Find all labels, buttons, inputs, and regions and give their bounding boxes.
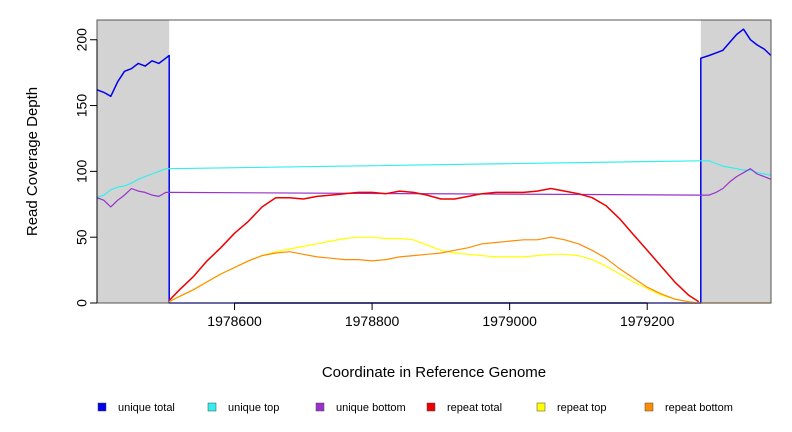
y-axis: 0 50 100 150 200 xyxy=(74,28,98,307)
legend-label-unique-bottom: unique bottom xyxy=(336,402,406,414)
x-tick-label: 1978800 xyxy=(345,313,400,329)
legend-swatch-unique-total xyxy=(97,402,107,412)
y-axis-title: Read Coverage Depth xyxy=(24,87,41,236)
legend-label-unique-total: unique total xyxy=(118,402,175,414)
x-tick-label: 1979000 xyxy=(482,313,537,329)
series-line-unique-total xyxy=(96,28,772,304)
y-tick-label: 200 xyxy=(74,28,90,52)
legend-swatch-repeat-top xyxy=(536,402,546,412)
shaded-region-2 xyxy=(700,20,771,303)
series-line-repeat-bottom xyxy=(168,236,771,304)
series-line-unique-top xyxy=(96,160,772,199)
legend-swatch-repeat-bottom xyxy=(644,402,654,412)
legend-swatch-repeat-total xyxy=(426,402,436,412)
series-line-repeat-top xyxy=(168,236,699,304)
series-lines xyxy=(96,28,772,304)
y-tick-label: 150 xyxy=(74,94,90,118)
legend-label-repeat-total: repeat total xyxy=(447,402,502,414)
series-line-unique-bottom xyxy=(96,168,772,208)
y-tick-label: 100 xyxy=(74,159,90,183)
series-line-repeat-total xyxy=(168,187,700,303)
y-tick-label: 50 xyxy=(74,229,90,245)
legend: unique total unique top unique bottom repea… xyxy=(97,402,733,414)
legend-label-repeat-top: repeat top xyxy=(557,402,607,414)
x-tick-label: 1979200 xyxy=(620,313,675,329)
legend-label-repeat-bottom: repeat bottom xyxy=(665,402,733,414)
legend-swatch-unique-bottom xyxy=(315,402,325,412)
x-axis: 1978600 1978800 1979000 1979200 xyxy=(207,302,675,329)
legend-swatch-unique-top xyxy=(207,402,217,412)
y-tick-label: 0 xyxy=(74,299,90,307)
x-tick-label: 1978600 xyxy=(207,313,262,329)
legend-label-unique-top: unique top xyxy=(228,402,279,414)
x-axis-title: Coordinate in Reference Genome xyxy=(322,364,546,381)
